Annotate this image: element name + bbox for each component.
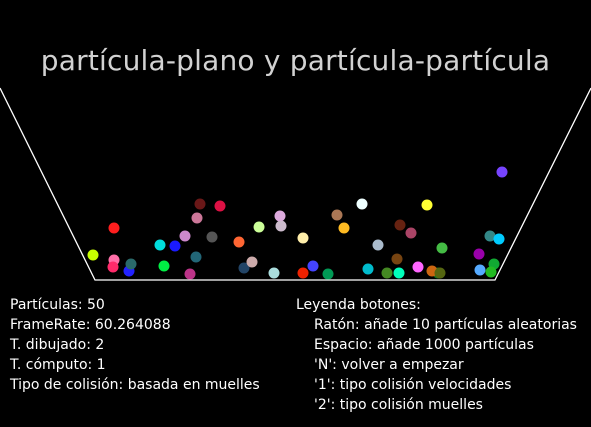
legend-item-1: '1': tipo colisión velocidades xyxy=(314,377,512,393)
particle xyxy=(297,267,309,279)
button-legend: Leyenda botones: Ratón: añade 10 partícu… xyxy=(296,295,577,415)
particle xyxy=(246,256,258,268)
particle xyxy=(493,233,505,245)
particle xyxy=(372,239,384,251)
particle xyxy=(474,264,486,276)
particle xyxy=(274,210,286,222)
particle xyxy=(394,219,406,231)
particle-count: Partículas: 50 xyxy=(10,297,105,313)
particle xyxy=(107,261,119,273)
particle xyxy=(125,258,137,270)
particle xyxy=(154,239,166,251)
particle xyxy=(184,268,196,280)
particle xyxy=(434,267,446,279)
particle xyxy=(194,198,206,210)
particles-group xyxy=(87,166,508,280)
particle xyxy=(412,261,424,273)
particle xyxy=(191,212,203,224)
particle xyxy=(391,253,403,265)
particle xyxy=(108,222,120,234)
particle xyxy=(356,198,368,210)
particle xyxy=(158,260,170,272)
particle xyxy=(362,263,374,275)
particle xyxy=(253,221,265,233)
particle xyxy=(179,230,191,242)
particle xyxy=(421,199,433,211)
particle xyxy=(297,232,309,244)
legend-heading: Leyenda botones: xyxy=(296,297,421,313)
particle xyxy=(393,267,405,279)
particle xyxy=(169,240,181,252)
legend-item-mouse: Ratón: añade 10 partículas aleatorias xyxy=(314,317,577,333)
legend-item-space: Espacio: añade 1000 partículas xyxy=(314,337,534,353)
particle xyxy=(485,266,497,278)
draw-time-readout: T. dibujado: 2 xyxy=(10,337,105,353)
particle xyxy=(405,227,417,239)
particle xyxy=(268,267,280,279)
particle xyxy=(496,166,508,178)
particle xyxy=(206,231,218,243)
particle xyxy=(307,260,319,272)
particle xyxy=(338,222,350,234)
legend-item-2: '2': tipo colisión muelles xyxy=(314,397,483,413)
particle xyxy=(322,268,334,280)
legend-item-n: 'N': volver a empezar xyxy=(314,357,464,373)
framerate-readout: FrameRate: 60.264088 xyxy=(10,317,171,333)
compute-time-readout: T. cómputo: 1 xyxy=(10,357,106,373)
particle xyxy=(233,236,245,248)
collision-type-readout: Tipo de colisión: basada en muelles xyxy=(10,377,260,393)
particle xyxy=(190,251,202,263)
particle xyxy=(331,209,343,221)
particle xyxy=(473,248,485,260)
page-title: partícula-plano y partícula-partícula xyxy=(40,44,551,77)
particle xyxy=(436,242,448,254)
particle xyxy=(238,262,250,274)
particle xyxy=(381,267,393,279)
stats-panel: Partículas: 50 FrameRate: 60.264088 T. d… xyxy=(10,295,260,395)
particle xyxy=(214,200,226,212)
particle xyxy=(87,249,99,261)
particle xyxy=(275,220,287,232)
container-walls xyxy=(0,87,591,281)
particle xyxy=(484,230,496,242)
